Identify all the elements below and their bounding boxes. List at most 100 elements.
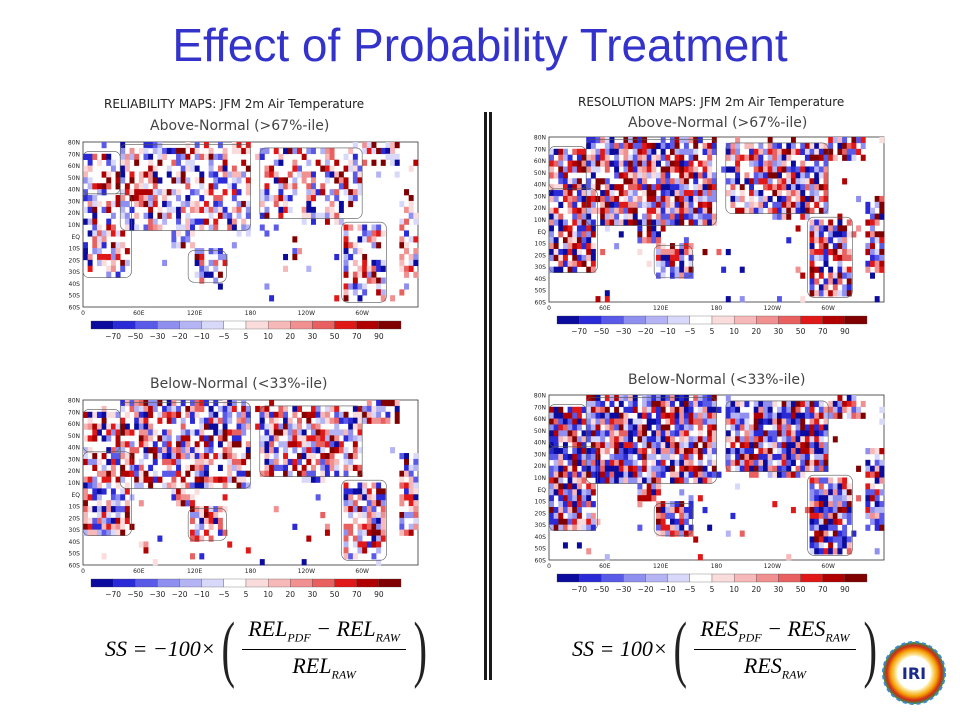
colorbar-swatch [601,573,624,583]
colorbar-label: 5 [244,332,249,341]
colorbar-swatch [601,315,624,325]
lat-tick-label: 70N [534,146,546,153]
colorbar-swatch [378,578,402,588]
slide-title: Effect of Probability Treatment [172,19,788,71]
colorbar-swatch [312,578,335,588]
lat-tick-label: 50S [535,288,547,295]
formula-fraction: RELPDF − RELRAW RELRAW [242,616,406,682]
lon-tick-label: 120W [298,310,315,317]
lat-tick-label: 50N [68,433,80,440]
colorbar-label: 50 [796,585,806,594]
svg-text:IRI: IRI [902,664,926,683]
lon-tick-label: 120W [764,563,781,570]
colorbar-swatch [822,573,846,583]
colorbar-label: 30 [308,590,318,599]
lat-tick-label: 20S [69,257,81,264]
lat-tick-label: 20N [534,205,546,212]
lon-tick-label: 120E [653,563,668,570]
lon-tick-label: 180 [245,310,257,317]
colorbar-swatch [201,578,225,588]
lat-tick-label: 30N [68,456,80,463]
lat-tick-label: 20N [68,468,80,475]
formula-close-paren: ) [413,608,427,690]
lat-tick-label: 40S [535,534,547,541]
colorbar-swatch [578,315,602,325]
colorbar-swatch [733,573,757,583]
colorbar-swatch [157,320,180,330]
reliability-below-subtitle: Below-Normal (<33%-ile) [150,376,328,392]
lat-tick-label: 10N [68,480,80,487]
colorbar-swatch [223,320,247,330]
lat-tick-label: 60N [534,416,546,423]
colorbar-label: 90 [840,327,850,336]
colorbar-swatch [844,315,868,325]
lon-tick-label: 120E [653,305,668,312]
resolution-heading: RESOLUTION MAPS: JFM 2m Air Temperature [578,95,845,109]
colorbar-label: −10 [660,585,676,594]
resolution-above-map: 80N70N60N50N40N30N20N10NEQ10S20S30S40S50… [534,135,885,336]
colorbar-swatch [245,320,269,330]
lat-tick-label: 30S [69,269,81,276]
colorbar-label: −50 [127,332,143,341]
colorbar-swatch [157,578,180,588]
lat-tick-label: 30N [534,193,546,200]
colorbar-label: 30 [774,585,784,594]
colorbar-label: −70 [571,327,587,336]
lat-tick-label: 10S [69,504,81,511]
colorbar-swatch [267,320,291,330]
formula-lhs: SS = 100× [572,636,668,661]
lat-tick-label: 60N [68,163,80,170]
lat-tick-label: 50N [68,175,80,182]
colorbar-label: 30 [308,332,318,341]
resolution-above-map-panel: 80N 70N 60N 50N 40N 30N 20N 10N EQ 10S 20S 30S 40S 50… [521,133,901,413]
colorbar-label: 20 [286,590,296,599]
colorbar-label: 90 [374,590,384,599]
colorbar-label: −70 [571,585,587,594]
colorbar-label: 70 [818,585,828,594]
colorbar-label: 10 [729,327,739,336]
lat-tick-label: 30S [535,264,547,271]
lon-tick-label: 60E [133,310,145,317]
colorbar-label: −50 [127,590,143,599]
colorbar-swatch [223,578,247,588]
colorbar-swatch [334,578,357,588]
reliability-heading: RELIABILITY MAPS: JFM 2m Air Temperature [104,97,365,111]
colorbar-swatch [245,578,269,588]
colorbar-swatch [334,320,357,330]
formula-numerator: RELPDF − RELRAW [242,616,406,650]
iri-logo: IRI [882,641,946,705]
lat-tick-label: EQ [71,234,80,241]
colorbar-swatch [556,573,580,583]
lon-tick-label: 0 [81,568,85,575]
colorbar-label: 10 [263,332,273,341]
lat-tick-label: 10N [534,475,546,482]
reliability-above-map-panel: 80N 70N 60N 50N 40N 30N 20N 10N EQ 10S 20S 30S 40S 50… [55,138,435,418]
colorbar-swatch [356,320,380,330]
lat-tick-label: 80N [68,398,80,405]
lat-tick-label: 20S [535,510,547,517]
lat-tick-label: 20N [68,210,80,217]
lon-tick-label: 180 [711,305,723,312]
lat-tick-label: 10N [68,222,80,229]
colorbar-swatch [312,320,335,330]
lat-tick-label: 10S [69,246,81,253]
lat-tick-label: 40S [69,539,81,546]
colorbar-label: 90 [374,332,384,341]
lat-tick-label: 50S [69,551,81,558]
lat-tick-label: 80N [534,135,546,142]
lat-tick-label: EQ [537,229,546,236]
lon-tick-label: 180 [711,563,723,570]
lon-tick-label: 60W [821,563,835,570]
colorbar-label: 20 [752,327,762,336]
formula-open-paren: ( [673,608,687,690]
reliability-above-subtitle: Above-Normal (>67%-ile) [150,118,330,134]
colorbar-label: −30 [150,332,166,341]
colorbar-swatch [267,578,291,588]
colorbar-label: −10 [660,327,676,336]
lon-tick-label: 60E [599,563,611,570]
colorbar-swatch [290,578,313,588]
colorbar-label: −10 [194,332,210,341]
lat-tick-label: 60S [535,558,547,565]
colorbar-label: −20 [172,590,188,599]
formula-open-paren: ( [221,608,235,690]
